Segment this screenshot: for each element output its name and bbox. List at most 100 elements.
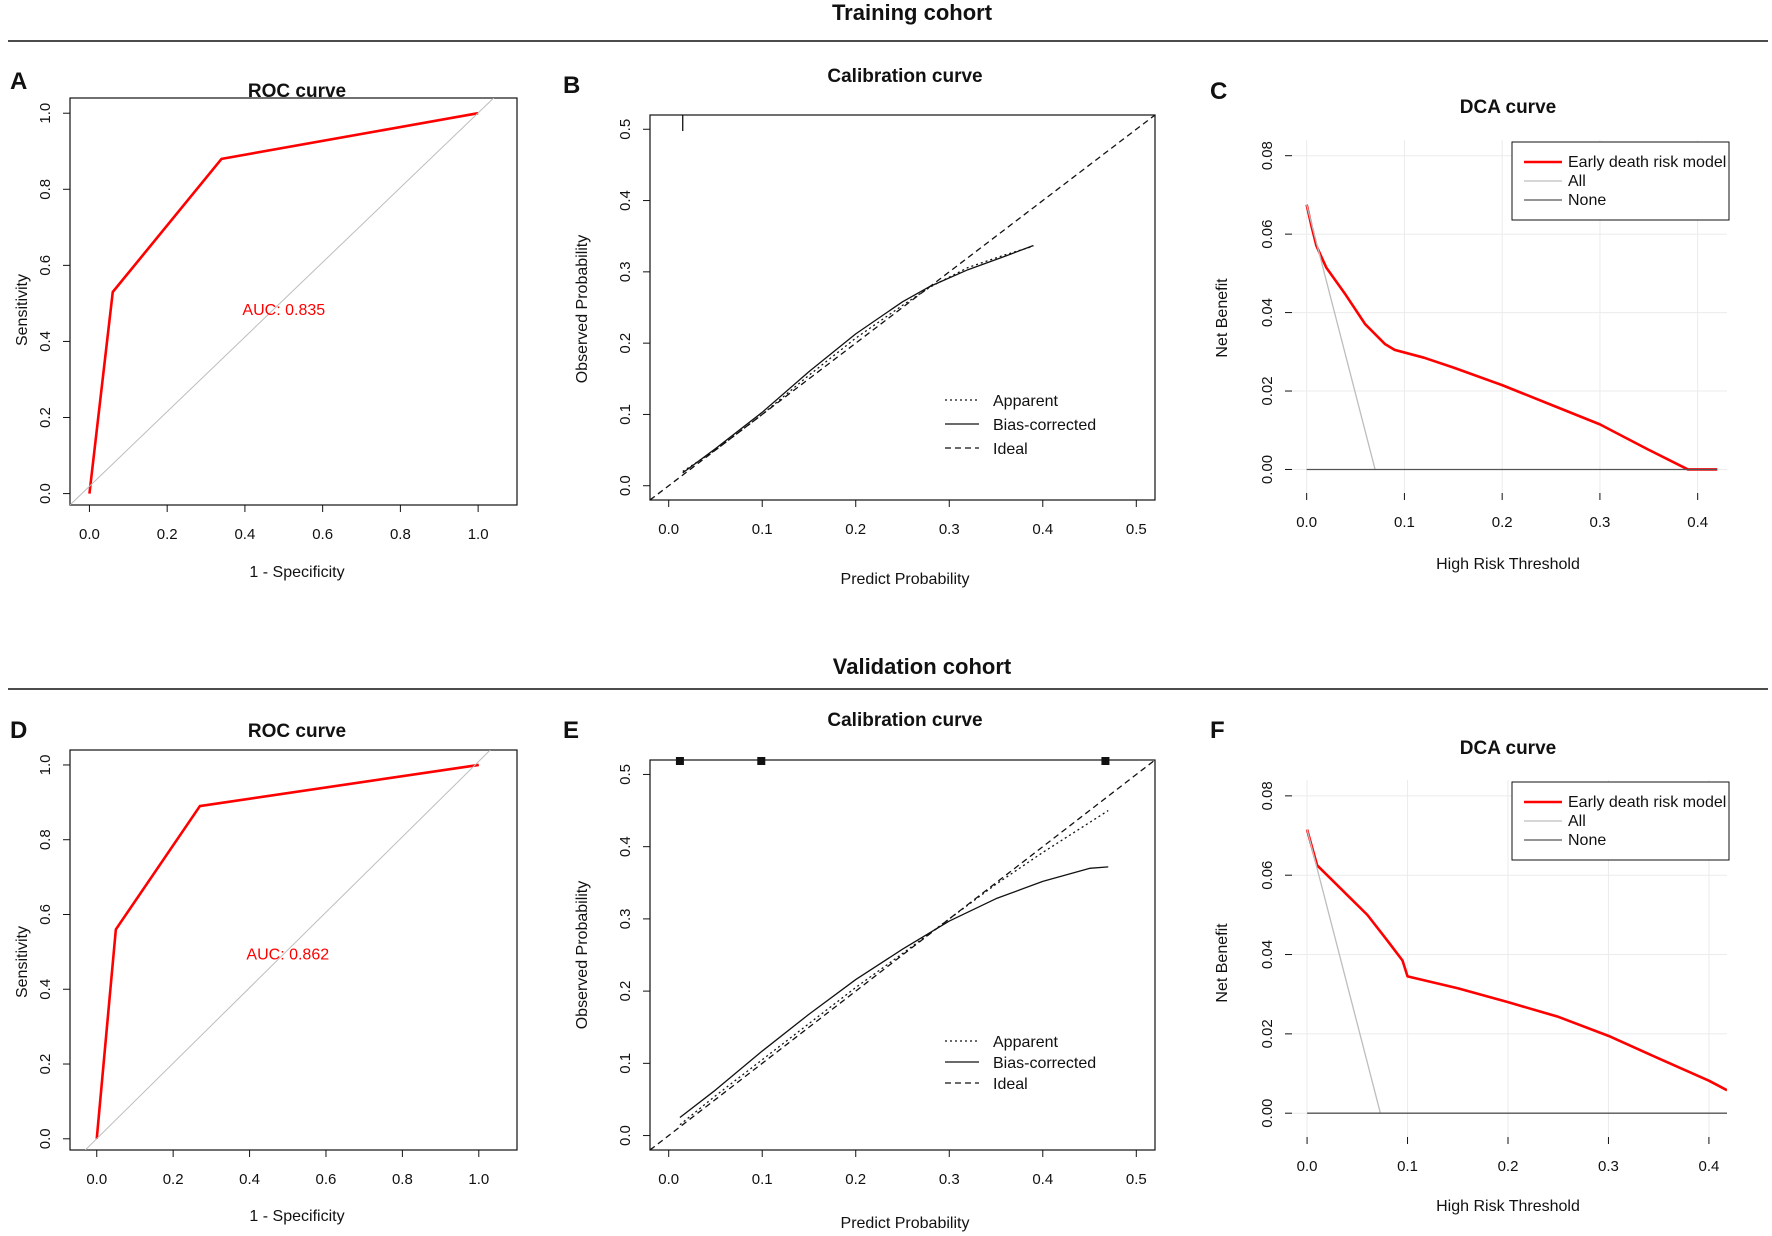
y-tick-label: 0.06 [1259,220,1276,249]
y-tick-label: 0.1 [617,404,634,425]
x-axis-label: 1 - Specificity [249,1208,344,1225]
plot-area [84,750,491,1150]
auc-label: AUC: 0.835 [242,302,325,319]
legend: Apparent Bias-corrected Ideal [945,1034,1096,1093]
roc-curve [95,763,479,1139]
y-tick-label: 0.8 [37,829,54,850]
rug-mark [1101,757,1110,765]
treat-all-line [1306,829,1382,1114]
x-tick-label: 1.0 [468,1171,489,1188]
chart-title: DCA curve [1460,738,1556,759]
x-tick-label: 0.1 [1397,1158,1418,1175]
legend-label: Ideal [993,441,1028,458]
x-tick-label: 0.0 [86,1171,107,1188]
y-tick-label: 1.0 [37,755,54,776]
x-tick-label: 0.1 [752,1171,773,1188]
panel-c: C DCA curve 0.0 0.1 0.2 0.3 0.4 0.00 0.02 0.04 0.0… [1210,78,1730,573]
chart-title: Calibration curve [827,710,982,731]
y-tick-label: 0.3 [617,261,634,282]
y-axis-label: Sensitivity [14,926,31,998]
legend-label: All [1568,813,1586,830]
model-curve [1305,204,1718,471]
y-tick-label: 0.04 [1259,298,1276,327]
x-tick-label: 0.5 [1126,521,1147,538]
y-tick-label: 0.4 [617,836,634,857]
x-axis-label: High Risk Threshold [1436,1198,1580,1215]
panel-e: E Calibration curve 0.0 0.1 0.2 0.3 0.4 0.5 0.0 0… [563,710,1156,1232]
y-tick-label: 1.0 [37,103,54,124]
apparent-curve [682,245,1034,473]
plot-frame [69,97,518,506]
x-tick-label: 0.3 [1589,514,1610,531]
x-tick-label: 1.0 [468,526,489,543]
x-tick-label: 0.4 [239,1171,260,1188]
y-tick-label: 0.6 [37,904,54,925]
rug-mark [757,757,766,765]
x-tick-label: 0.6 [312,526,333,543]
treat-all-line [1306,204,1376,470]
ideal-line [650,115,1155,500]
y-tick-label: 0.02 [1259,1019,1276,1048]
x-axis-label: High Risk Threshold [1436,556,1580,573]
panel-letter-e: E [563,717,579,744]
x-tick-label: 0.4 [234,526,255,543]
auc-label: AUC: 0.862 [246,946,329,963]
y-axis-label: Observed Probability [574,881,591,1030]
legend-label: None [1568,832,1606,849]
reference-diagonal [70,98,495,505]
y-tick-label: 0.08 [1259,141,1276,170]
panel-letter-d: D [10,717,27,744]
x-tick-label: 0.3 [1598,1158,1619,1175]
x-tick-label: 0.6 [316,1171,337,1188]
legend: Apparent Bias-corrected Ideal [945,393,1096,458]
x-tick-label: 0.0 [1297,1158,1318,1175]
legend-label: Apparent [993,393,1058,410]
x-axis-label: Predict Probability [841,571,970,588]
apparent-curve [679,810,1109,1126]
chart-title: ROC curve [248,721,346,742]
y-tick-label: 0.4 [37,331,54,352]
y-tick-label: 0.00 [1259,455,1276,484]
chart-title: Calibration curve [827,66,982,87]
y-tick-label: 0.2 [37,1054,54,1075]
legend-label: Bias-corrected [993,417,1096,434]
x-tick-label: 0.0 [1296,514,1317,531]
panel-letter-a: A [10,68,27,95]
y-tick-label: 0.5 [617,119,634,140]
x-tick-label: 0.2 [1498,1158,1519,1175]
y-tick-label: 0.00 [1259,1099,1276,1128]
panel-letter-f: F [1210,717,1225,744]
y-tick-label: 0.06 [1259,861,1276,890]
x-tick-label: 0.8 [392,1171,413,1188]
x-tick-label: 0.1 [1394,514,1415,531]
ideal-line [650,760,1155,1150]
y-tick-label: 0.4 [37,979,54,1000]
plot-frame [69,749,518,1151]
y-tick-label: 0.6 [37,255,54,276]
y-tick-label: 0.04 [1259,940,1276,969]
legend: Early death risk model All None [1511,141,1730,221]
x-tick-label: 0.2 [845,1171,866,1188]
x-tick-label: 0.3 [939,1171,960,1188]
x-tick-label: 0.2 [157,526,178,543]
y-tick-label: 0.0 [617,1125,634,1146]
legend-label: Apparent [993,1034,1058,1051]
y-axis-label: Net Benefit [1214,923,1231,1003]
chart-title: DCA curve [1460,97,1556,118]
legend-label: Early death risk model [1568,154,1726,171]
model-curve [1305,829,1727,1092]
y-tick-label: 0.08 [1259,781,1276,810]
y-tick-label: 0.1 [617,1053,634,1074]
y-tick-label: 0.2 [617,981,634,1002]
chart-title: ROC curve [248,81,346,102]
legend-label: Ideal [993,1076,1028,1093]
x-tick-label: 0.4 [1698,1158,1719,1175]
panel-letter-c: C [1210,78,1227,105]
panel-b: B Calibration curve 0.0 0.1 0.2 0.3 0.4 0.5 0.0 0… [563,66,1156,588]
y-tick-label: 0.0 [37,483,54,504]
panel-a: A ROC curve 0.0 0.2 0.4 0.6 0.8 1.0 0.0 0.2 0.4 0.6… [10,68,518,581]
x-tick-label: 0.0 [79,526,100,543]
x-tick-label: 0.4 [1032,521,1053,538]
x-tick-label: 0.0 [658,521,679,538]
